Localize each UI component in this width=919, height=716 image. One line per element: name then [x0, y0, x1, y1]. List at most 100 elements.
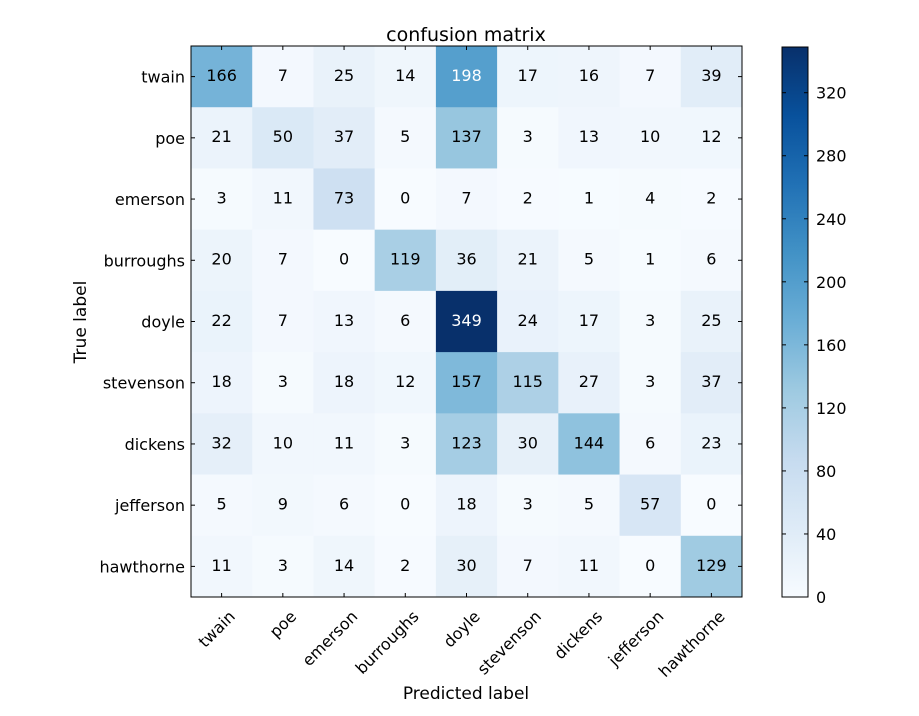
cell-value: 39	[701, 66, 721, 85]
heatmap-cell-stevenson-twain	[191, 352, 253, 414]
heatmap-cell-doyle-jefferson	[619, 290, 682, 353]
heatmap-cell-doyle-stevenson	[497, 290, 559, 353]
colorbar-tick-label: 280	[816, 147, 847, 166]
cell-value: 32	[211, 433, 231, 452]
cell-value: 37	[701, 372, 721, 391]
heatmap-cell-stevenson-hawthorne	[680, 352, 743, 414]
heatmap-cell-poe-burroughs	[374, 107, 437, 169]
cell-value: 0	[400, 495, 410, 514]
heatmap-cell-poe-hawthorne	[680, 107, 743, 169]
cell-value: 18	[334, 372, 354, 391]
axis-ticks	[191, 46, 742, 597]
colorbar-tick-label: 80	[816, 462, 836, 481]
cell-value: 6	[645, 433, 655, 452]
cell-value: 3	[217, 188, 227, 207]
y-tick-label-burroughs: burroughs	[104, 251, 185, 270]
cell-value: 36	[456, 250, 476, 269]
cell-value: 1	[645, 250, 655, 269]
cell-value: 12	[395, 372, 415, 391]
heatmap-cell-emerson-jefferson	[619, 168, 682, 231]
cell-value: 0	[339, 250, 349, 269]
cell-value: 10	[640, 127, 660, 146]
y-tick-label-jefferson: jefferson	[114, 496, 185, 515]
cell-value: 3	[278, 556, 288, 575]
cell-value: 3	[523, 127, 533, 146]
heatmap-cell-hawthorne-jefferson	[619, 535, 682, 598]
heatmap-cell-jefferson-stevenson	[497, 474, 559, 537]
x-tick-label-poe: poe	[266, 607, 301, 642]
heatmap-cell-jefferson-poe	[252, 474, 314, 537]
heatmap-cell-dickens-dickens	[558, 413, 621, 476]
heatmap-cell-jefferson-burroughs	[374, 474, 437, 537]
heatmap-cells	[191, 46, 743, 598]
heatmap-cell-burroughs-poe	[252, 229, 314, 292]
heatmap-cell-emerson-twain	[191, 168, 253, 231]
heatmap-cell-poe-stevenson	[497, 107, 559, 169]
cell-value: 27	[579, 372, 599, 391]
cell-value: 17	[518, 66, 538, 85]
x-tick-label-jefferson: jefferson	[604, 607, 668, 671]
cell-value: 115	[512, 372, 543, 391]
cell-value: 11	[211, 556, 231, 575]
cell-value: 17	[579, 311, 599, 330]
heatmap-cell-burroughs-twain	[191, 229, 253, 292]
cell-value: 9	[278, 495, 288, 514]
cell-value: 198	[451, 66, 482, 85]
cell-value: 4	[645, 188, 655, 207]
x-tick-label-doyle: doyle	[439, 607, 483, 651]
heatmap-cell-doyle-emerson	[313, 290, 376, 353]
heatmap-cell-twain-poe	[252, 46, 314, 108]
heatmap-cell-dickens-burroughs	[374, 413, 437, 476]
heatmap-cell-emerson-hawthorne	[680, 168, 743, 231]
cell-value: 50	[273, 127, 293, 146]
heatmap-cell-burroughs-dickens	[558, 229, 621, 292]
heatmap-cell-poe-dickens	[558, 107, 621, 169]
chart-title: confusion matrix	[386, 24, 546, 46]
heatmap-cell-twain-stevenson	[497, 46, 559, 108]
heatmap-cell-twain-hawthorne	[680, 46, 743, 108]
heatmap-cell-emerson-doyle	[435, 168, 498, 231]
cell-value: 37	[334, 127, 354, 146]
heatmap-cell-doyle-doyle	[435, 290, 498, 353]
heatmap-cell-hawthorne-dickens	[558, 535, 621, 598]
y-tick-label-doyle: doyle	[141, 313, 185, 332]
cell-value: 7	[645, 66, 655, 85]
cell-value: 0	[400, 188, 410, 207]
heatmap-cell-twain-twain	[191, 46, 253, 108]
heatmap-cell-emerson-dickens	[558, 168, 621, 231]
heatmap-cell-emerson-stevenson	[497, 168, 559, 231]
cell-value: 3	[278, 372, 288, 391]
heatmap-cell-emerson-burroughs	[374, 168, 437, 231]
cell-value: 137	[451, 127, 482, 146]
cell-value: 2	[400, 556, 410, 575]
heatmap-cell-stevenson-dickens	[558, 352, 621, 414]
heatmap-cell-twain-doyle	[435, 46, 498, 108]
x-tick-label-twain: twain	[195, 607, 239, 651]
cell-value: 73	[334, 188, 354, 207]
cell-value: 22	[211, 311, 231, 330]
heatmap-cell-hawthorne-hawthorne	[680, 535, 743, 598]
cell-value: 1	[584, 188, 594, 207]
cell-value: 0	[706, 495, 716, 514]
cell-value: 57	[640, 495, 660, 514]
cell-value: 6	[400, 311, 410, 330]
heatmap-cell-burroughs-hawthorne	[680, 229, 743, 292]
cell-value: 166	[206, 66, 237, 85]
colorbar-tick-label: 40	[816, 525, 836, 544]
y-axis-title: True label	[71, 281, 91, 365]
colorbar-tick-label: 200	[816, 273, 847, 292]
x-tick-label-burroughs: burroughs	[352, 607, 423, 678]
heatmap-cell-doyle-hawthorne	[680, 290, 743, 353]
heatmap-cell-dickens-stevenson	[497, 413, 559, 476]
heatmap-cell-doyle-poe	[252, 290, 314, 353]
heatmap-cell-poe-twain	[191, 107, 253, 169]
cell-value: 18	[456, 495, 476, 514]
cell-value: 30	[456, 556, 476, 575]
heatmap-cell-twain-emerson	[313, 46, 376, 108]
x-axis-title: Predicted label	[403, 684, 529, 704]
cell-value: 14	[334, 556, 354, 575]
x-tick-label-dickens: dickens	[550, 607, 606, 663]
heatmap-cell-hawthorne-doyle	[435, 535, 498, 598]
